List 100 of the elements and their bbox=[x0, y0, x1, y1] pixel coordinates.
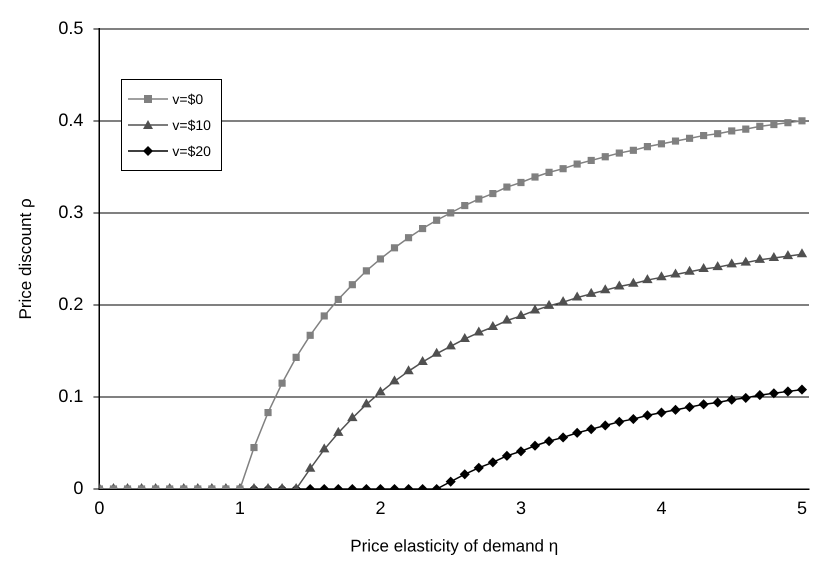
point bbox=[376, 255, 384, 262]
point bbox=[630, 146, 637, 154]
x-tick-label: 5 bbox=[796, 498, 807, 518]
point bbox=[264, 409, 272, 416]
point bbox=[628, 278, 638, 287]
point bbox=[784, 119, 792, 126]
point bbox=[698, 400, 708, 410]
point bbox=[292, 354, 300, 361]
point bbox=[700, 132, 708, 140]
point bbox=[769, 252, 779, 261]
point bbox=[530, 440, 540, 450]
y-tick-label: 0.3 bbox=[58, 202, 84, 222]
point bbox=[503, 184, 510, 191]
point bbox=[334, 296, 342, 303]
point bbox=[488, 322, 498, 330]
point bbox=[390, 244, 398, 252]
y-tick-label: 0.4 bbox=[58, 110, 84, 130]
point bbox=[628, 414, 638, 424]
point bbox=[572, 428, 582, 438]
point bbox=[600, 420, 610, 430]
point bbox=[600, 284, 610, 294]
point bbox=[614, 281, 624, 290]
point bbox=[516, 310, 526, 319]
point bbox=[320, 444, 329, 452]
point bbox=[334, 428, 343, 436]
point bbox=[728, 127, 736, 135]
point bbox=[544, 300, 554, 309]
point bbox=[714, 130, 722, 138]
point bbox=[460, 334, 470, 342]
point bbox=[797, 384, 807, 394]
point bbox=[348, 412, 357, 422]
point bbox=[306, 332, 314, 339]
point bbox=[642, 274, 652, 284]
point bbox=[348, 281, 356, 288]
point bbox=[545, 168, 553, 176]
point bbox=[558, 296, 568, 306]
point bbox=[404, 366, 414, 374]
point bbox=[755, 390, 765, 400]
point bbox=[770, 120, 778, 128]
point bbox=[461, 202, 468, 210]
point bbox=[362, 399, 372, 408]
x-tick-label: 3 bbox=[516, 498, 526, 518]
point bbox=[475, 195, 482, 203]
point bbox=[642, 410, 652, 420]
point bbox=[727, 259, 736, 268]
point bbox=[684, 266, 694, 275]
point bbox=[574, 160, 581, 168]
point bbox=[684, 402, 694, 412]
point bbox=[756, 122, 764, 130]
point bbox=[432, 348, 442, 357]
point bbox=[741, 257, 750, 266]
point bbox=[489, 190, 496, 198]
point bbox=[616, 149, 623, 157]
x-tick-label: 1 bbox=[234, 498, 245, 518]
point bbox=[755, 254, 764, 263]
point bbox=[404, 234, 412, 242]
point bbox=[672, 138, 680, 145]
point bbox=[769, 388, 779, 398]
point bbox=[658, 140, 666, 148]
x-tick-label: 0 bbox=[94, 498, 104, 518]
x-tick-label: 2 bbox=[375, 498, 386, 518]
point bbox=[783, 250, 793, 260]
point bbox=[614, 417, 624, 427]
point bbox=[741, 393, 751, 403]
point bbox=[447, 209, 454, 216]
point bbox=[362, 267, 370, 274]
point bbox=[446, 476, 456, 486]
y-axis-title: Price discount ρ bbox=[16, 198, 35, 320]
point bbox=[586, 288, 596, 297]
point bbox=[656, 408, 666, 418]
point bbox=[531, 173, 539, 181]
point bbox=[390, 376, 400, 384]
legend-label: v=$0 bbox=[172, 90, 204, 107]
point bbox=[572, 292, 582, 301]
point bbox=[560, 165, 567, 172]
point bbox=[783, 386, 793, 396]
point bbox=[419, 224, 426, 232]
point bbox=[742, 126, 750, 133]
point bbox=[712, 398, 722, 408]
point bbox=[306, 464, 315, 472]
point bbox=[418, 356, 428, 365]
y-tick-label: 0 bbox=[73, 478, 84, 498]
point bbox=[376, 387, 386, 396]
point bbox=[726, 394, 736, 404]
point bbox=[544, 436, 554, 446]
legend-label: v=$10 bbox=[172, 116, 211, 133]
point bbox=[797, 249, 807, 258]
legend-label: v=$20 bbox=[172, 142, 211, 159]
point bbox=[433, 216, 440, 224]
point bbox=[698, 264, 708, 272]
point bbox=[517, 178, 525, 186]
point bbox=[474, 327, 484, 336]
point bbox=[602, 153, 609, 160]
point bbox=[670, 405, 680, 415]
point bbox=[686, 134, 694, 142]
point bbox=[586, 424, 596, 434]
y-tick-label: 0.1 bbox=[58, 386, 84, 406]
point bbox=[798, 117, 806, 124]
y-tick-label: 0.2 bbox=[58, 294, 84, 314]
point bbox=[588, 156, 595, 164]
